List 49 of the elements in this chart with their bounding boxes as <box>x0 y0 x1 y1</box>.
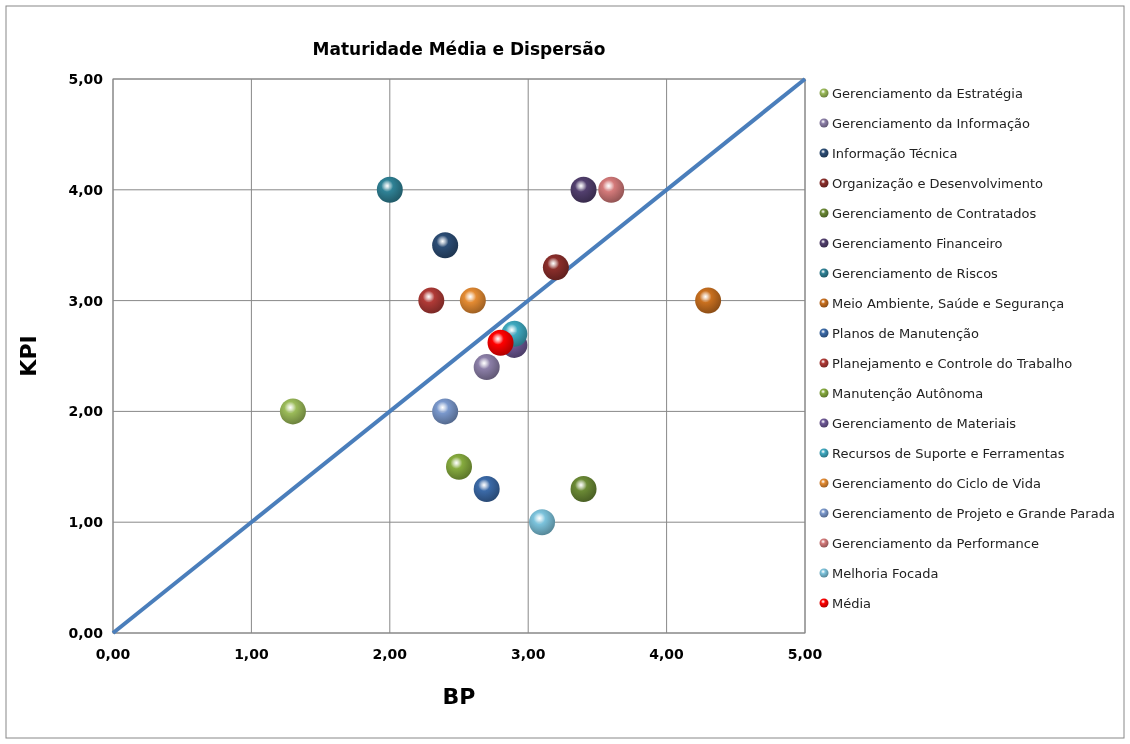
y-tick-label: 3,00 <box>68 292 104 309</box>
legend-label: Meio Ambiente, Saúde e Segurança <box>832 296 1065 311</box>
point <box>446 453 472 480</box>
x-tick-label: 2,00 <box>372 646 408 662</box>
legend-label: Gerenciamento Financeiro <box>832 236 1003 251</box>
legend-label: Gerenciamento da Estratégia <box>832 86 1023 101</box>
legend-label: Manutenção Autônoma <box>832 386 984 401</box>
point <box>473 354 500 381</box>
x-tick-label: 0,00 <box>95 646 131 662</box>
y-tick-label: 4,00 <box>68 181 104 198</box>
x-tick-label: 5,00 <box>787 646 823 662</box>
point <box>542 254 569 281</box>
legend-label: Média <box>832 596 872 611</box>
point <box>487 329 514 356</box>
x-axis-title: BP <box>442 684 476 709</box>
point <box>570 475 597 502</box>
point <box>279 398 306 425</box>
point <box>376 176 403 203</box>
x-tick-label: 3,00 <box>510 646 546 662</box>
y-tick-label: 1,00 <box>68 514 104 531</box>
point <box>529 509 556 536</box>
y-tick-label: 2,00 <box>68 403 104 420</box>
y-tick-label: 5,00 <box>68 71 104 87</box>
point <box>598 176 625 203</box>
legend-label: Gerenciamento de Materiais <box>832 416 1017 431</box>
legend-label: Gerenciamento da Informação <box>832 116 1030 131</box>
legend-label: Gerenciamento de Projeto e Grande Parada <box>832 506 1115 521</box>
point <box>418 287 445 314</box>
legend-label: Gerenciamento de Contratados <box>832 206 1037 221</box>
legend-label: Recursos de Suporte e Ferramentas <box>832 446 1065 461</box>
y-axis-title: KPI <box>16 335 41 377</box>
legend-label: Informação Técnica <box>832 146 958 161</box>
legend-label: Gerenciamento do Ciclo de Vida <box>832 476 1041 491</box>
chart-title: Maturidade Média e Dispersão <box>312 39 606 59</box>
point <box>570 176 597 203</box>
legend-label: Gerenciamento da Performance <box>832 536 1039 551</box>
point <box>432 398 459 425</box>
legend-label: Planos de Manutenção <box>832 326 980 341</box>
x-tick-label: 1,00 <box>234 646 269 662</box>
point <box>473 475 500 502</box>
legend-label: Gerenciamento de Riscos <box>832 266 999 281</box>
x-tick-label: 4,00 <box>649 646 685 662</box>
y-tick-label: 0,00 <box>68 625 104 641</box>
point <box>432 232 459 259</box>
point <box>695 287 722 314</box>
legend-label: Organização e Desenvolvimento <box>832 176 1044 191</box>
point <box>459 287 486 314</box>
legend-label: Planejamento e Controle do Trabalho <box>832 356 1073 371</box>
legend-label: Melhoria Focada <box>832 566 939 581</box>
